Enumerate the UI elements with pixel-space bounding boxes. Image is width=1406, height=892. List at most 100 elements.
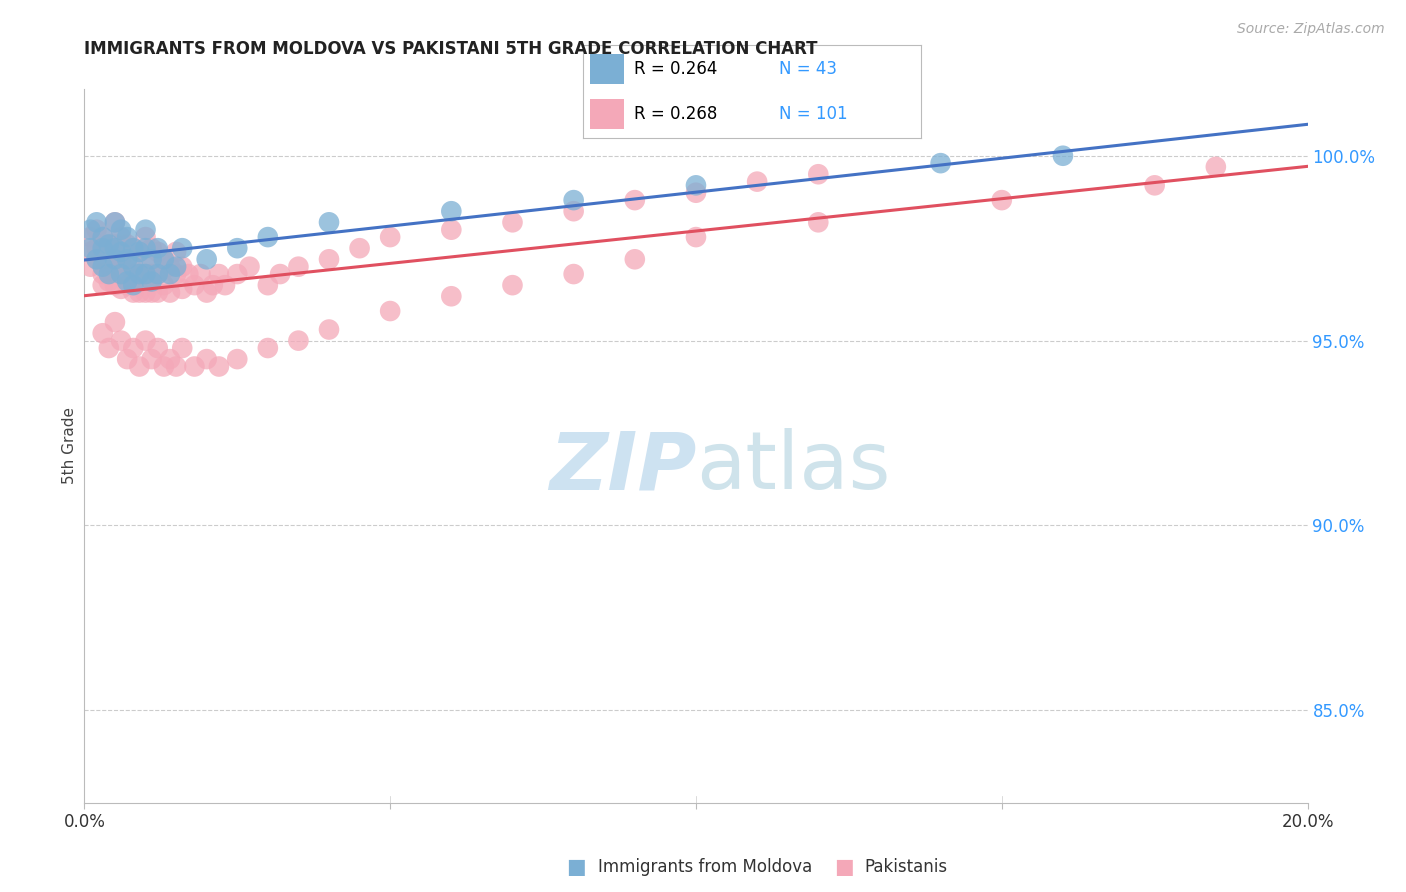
Point [141,241,163,255]
Point [122,241,145,255]
Point [685,186,707,200]
Point [79,241,101,255]
Point [440,223,463,237]
Point [146,241,169,255]
Point [380,230,402,244]
Point [97,260,120,274]
Point [153,278,176,293]
Point [146,341,169,355]
Point [91,252,114,267]
Point [115,230,138,244]
Point [104,278,127,293]
Point [287,260,309,274]
Point [440,204,463,219]
Point [110,223,132,237]
Point [135,241,157,255]
Point [97,237,120,252]
Point [110,267,132,281]
Point [122,285,145,300]
Point [115,352,138,367]
Point [257,230,280,244]
Point [287,334,309,348]
Point [624,193,647,207]
Point [122,241,145,255]
Point [110,267,132,281]
Point [141,352,163,367]
Point [115,278,138,293]
Point [318,215,340,229]
Point [128,267,150,281]
Point [79,260,101,274]
Point [562,204,585,219]
Point [135,285,157,300]
Point [153,252,176,267]
Text: ■: ■ [567,857,586,877]
Point [318,252,340,267]
Point [349,241,371,255]
Point [747,175,769,189]
Point [685,230,707,244]
Point [165,267,187,281]
Point [104,241,127,255]
Point [135,223,157,237]
Point [141,267,163,281]
Point [141,275,163,289]
Point [128,267,150,281]
Point [1143,178,1166,193]
Point [110,230,132,244]
Point [79,230,101,244]
Point [115,275,138,289]
Point [146,285,169,300]
Point [97,275,120,289]
Point [165,260,187,274]
Point [115,260,138,274]
Point [380,304,402,318]
Bar [591,99,624,129]
Point [104,215,127,229]
Point [79,244,101,259]
Text: atlas: atlas [696,428,890,507]
Point [122,260,145,274]
Point [86,252,108,267]
Point [214,278,236,293]
Text: Source: ZipAtlas.com: Source: ZipAtlas.com [1237,22,1385,37]
Point [128,244,150,259]
Text: R = 0.268: R = 0.268 [634,105,717,123]
Text: N = 101: N = 101 [779,105,848,123]
Point [562,267,585,281]
Point [91,241,114,255]
Point [141,252,163,267]
Point [257,278,280,293]
Point [624,252,647,267]
Point [146,267,169,281]
Point [104,260,127,274]
Point [86,223,108,237]
Point [128,359,150,374]
Text: Immigrants from Moldova: Immigrants from Moldova [598,858,811,876]
Text: IMMIGRANTS FROM MOLDOVA VS PAKISTANI 5TH GRADE CORRELATION CHART: IMMIGRANTS FROM MOLDOVA VS PAKISTANI 5TH… [84,40,818,58]
Point [183,359,205,374]
Point [122,278,145,293]
Point [153,252,176,267]
Point [269,267,291,281]
Point [172,282,194,296]
Point [135,230,157,244]
Point [183,278,205,293]
Point [190,267,212,281]
Point [104,215,127,229]
Point [502,215,524,229]
Text: ZIP: ZIP [548,428,696,507]
Point [91,260,114,274]
Point [257,341,280,355]
Bar [591,54,624,84]
Point [208,359,231,374]
Point [195,352,218,367]
Point [502,278,524,293]
Point [159,267,181,281]
Point [146,244,169,259]
Point [201,278,224,293]
Point [110,244,132,259]
Text: N = 43: N = 43 [779,60,837,78]
Point [135,267,157,281]
Point [165,244,187,259]
